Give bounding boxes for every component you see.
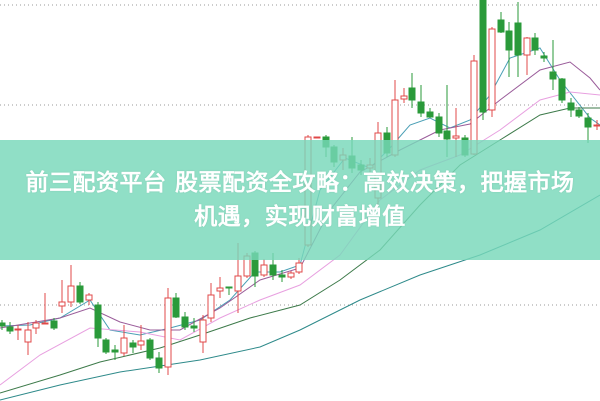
candle-up <box>234 275 242 292</box>
candle-down <box>50 320 58 329</box>
candle-up <box>14 328 22 331</box>
candle-down <box>225 286 233 289</box>
candle-down <box>497 19 505 33</box>
candle-down <box>111 349 119 353</box>
candle-up <box>488 28 496 111</box>
title-banner: 前三配资平台 股票配资全攻略：高效决策，把握市场机遇，实现财富增值 <box>0 140 600 260</box>
candle-up <box>58 301 66 307</box>
candle-up <box>216 287 224 292</box>
candle-up <box>32 322 40 329</box>
candle-down <box>181 316 189 328</box>
moving-average-line <box>0 91 600 386</box>
candle-down <box>278 274 286 278</box>
candle-down <box>505 30 513 51</box>
candle-down <box>514 22 522 56</box>
candle-up <box>260 264 268 276</box>
candle-down <box>172 297 180 318</box>
candle-up <box>199 319 207 343</box>
candle-up <box>164 297 172 368</box>
candle-up <box>295 262 303 273</box>
candle-up <box>137 340 145 346</box>
candle-up <box>523 37 531 56</box>
candle-up <box>452 135 460 139</box>
candle-down <box>76 285 84 303</box>
candle-down <box>102 339 110 353</box>
candle-up <box>400 95 408 100</box>
candle-up <box>287 272 295 278</box>
candle-down <box>417 101 425 114</box>
candle-down <box>575 109 583 117</box>
candle-down <box>155 357 163 369</box>
candle-down <box>531 37 539 51</box>
candle-down <box>146 339 154 359</box>
candle-up <box>313 136 321 139</box>
candle-down <box>567 102 575 111</box>
candle-down <box>443 130 451 140</box>
candle-down <box>0 322 6 327</box>
candle-down <box>408 87 416 101</box>
candle-up <box>120 337 128 354</box>
candle-down <box>549 71 557 80</box>
candle-up <box>85 294 93 301</box>
moving-average-line <box>0 107 600 394</box>
candle-up <box>24 329 32 343</box>
banner-title: 前三配资平台 股票配资全攻略：高效决策，把握市场机遇，实现财富增值 <box>25 170 575 230</box>
candle-down <box>435 116 443 134</box>
candle-down <box>558 78 566 101</box>
candle-up <box>41 322 49 325</box>
candle-up <box>67 285 75 303</box>
candle-down <box>190 325 198 329</box>
candle-down <box>584 117 592 128</box>
candle-up <box>207 294 215 319</box>
candle-down <box>426 111 434 118</box>
candle-down <box>6 326 14 332</box>
candle-up <box>593 124 600 127</box>
candle-down <box>479 0 487 113</box>
candle-down <box>269 264 277 276</box>
candle-down <box>129 342 137 348</box>
candle-down <box>94 304 102 339</box>
candle-down <box>540 55 548 59</box>
